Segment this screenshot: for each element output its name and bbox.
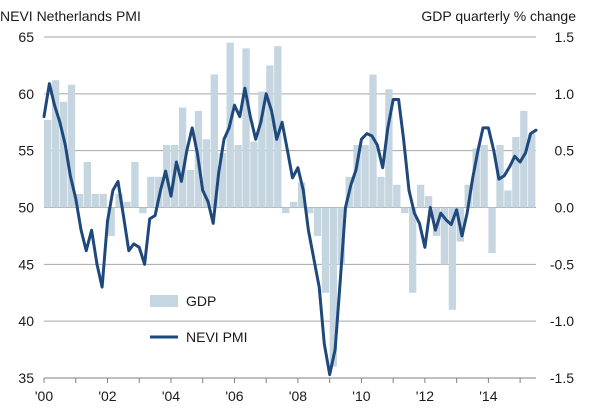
gdp-bar — [313, 207, 322, 236]
gdp-bar — [480, 144, 488, 208]
gdp-bar — [139, 207, 147, 214]
gdp-bar — [178, 107, 187, 208]
gdp-bar — [59, 101, 68, 208]
gdp-bar — [123, 201, 131, 208]
gdp-bar — [234, 144, 242, 208]
gdp-bar — [282, 207, 290, 214]
gdp-bar — [385, 89, 393, 208]
gdp-bar — [361, 144, 369, 208]
x-tick-label: '12 — [416, 388, 434, 404]
gdp-bar — [266, 65, 274, 208]
gdp-bar — [51, 80, 60, 208]
right-y-tick-label: 1.5 — [555, 29, 575, 45]
x-tick-label: '02 — [98, 388, 116, 404]
gdp-bar — [393, 184, 401, 208]
right-axis-title: GDP quarterly % change — [421, 8, 576, 24]
left-y-tick-labels: 35 40 45 50 55 60 65 — [18, 29, 34, 386]
gdp-bar — [202, 139, 211, 208]
axes — [43, 377, 536, 383]
right-y-tick-label: 1.0 — [555, 86, 575, 102]
gdp-bar — [242, 48, 250, 208]
left-y-tick-label: 60 — [18, 86, 34, 102]
right-y-tick-label: 0.0 — [555, 200, 575, 216]
x-tick-label: '14 — [479, 388, 497, 404]
left-y-tick-label: 65 — [18, 29, 34, 45]
gdp-bar — [448, 207, 457, 310]
x-tick-labels: '00 '02 '04 '06 '08 '10 '12 '14 — [35, 388, 498, 404]
left-y-tick-label: 40 — [18, 313, 34, 329]
gdp-bar — [75, 193, 84, 208]
legend-gdp-swatch — [150, 295, 178, 307]
gdp-bar — [464, 184, 472, 208]
gdp-bars — [44, 42, 536, 367]
right-y-tick-label: -0.5 — [550, 256, 574, 272]
gdp-bar — [218, 152, 226, 208]
right-y-tick-labels: -1.5 -1.0 -0.5 0.0 0.5 1.0 1.5 — [550, 29, 574, 386]
gdp-bar — [186, 169, 195, 208]
gdp-bar — [353, 144, 361, 208]
x-tick-label: '04 — [162, 388, 180, 404]
left-axis-title: NEVI Netherlands PMI — [0, 8, 141, 24]
left-y-tick-label: 55 — [18, 143, 34, 159]
gdp-bar — [67, 84, 76, 208]
gdp-bar — [297, 182, 306, 208]
gdp-bar — [424, 196, 433, 208]
gdp-bar — [91, 193, 99, 208]
gdp-bar — [472, 148, 480, 208]
gdp-bar — [496, 144, 504, 208]
gdp-bar — [290, 201, 298, 208]
right-y-tick-label: -1.5 — [550, 370, 574, 386]
gdp-bar — [321, 207, 330, 293]
gdp-bar — [409, 207, 417, 293]
gridlines — [44, 36, 536, 322]
gdp-bar — [440, 207, 449, 265]
gdp-bar — [401, 207, 409, 214]
gdp-bar — [131, 162, 139, 208]
x-tick-label: '08 — [289, 388, 307, 404]
gdp-bar — [44, 119, 52, 208]
gdp-bar — [258, 91, 266, 208]
left-y-tick-label: 50 — [18, 200, 34, 216]
gdp-bar — [274, 46, 282, 208]
left-y-tick-label: 35 — [18, 370, 34, 386]
x-tick-label: '10 — [352, 388, 370, 404]
legend: GDP NEVI PMI — [150, 293, 247, 345]
gdp-bar — [305, 207, 314, 214]
gdp-bar — [210, 74, 218, 208]
gdp-bar — [369, 74, 377, 208]
legend-pmi-label: NEVI PMI — [186, 329, 247, 345]
gdp-bar — [504, 190, 512, 208]
left-y-tick-label: 45 — [18, 256, 34, 272]
x-tick-label: '06 — [225, 388, 243, 404]
gdp-bar — [432, 207, 441, 236]
gdp-bar — [520, 110, 528, 208]
gdp-bar — [83, 162, 92, 208]
gdp-bar — [528, 133, 536, 208]
gdp-bar — [107, 207, 115, 236]
gdp-bar — [99, 193, 107, 208]
gdp-bar — [250, 141, 258, 208]
gdp-bar — [488, 207, 496, 253]
gdp-bar — [512, 137, 520, 208]
legend-gdp-label: GDP — [186, 293, 216, 309]
gdp-bar — [416, 184, 425, 208]
gdp-bar — [377, 176, 385, 208]
right-y-tick-label: 0.5 — [555, 143, 575, 159]
gdp-bar — [337, 207, 345, 265]
x-tick-label: '00 — [35, 388, 53, 404]
gdp-bar — [329, 207, 338, 367]
right-y-tick-label: -1.0 — [550, 313, 574, 329]
pmi-series-line — [42, 82, 538, 377]
gdp-bar — [147, 176, 155, 208]
gdp-bar — [115, 193, 123, 208]
